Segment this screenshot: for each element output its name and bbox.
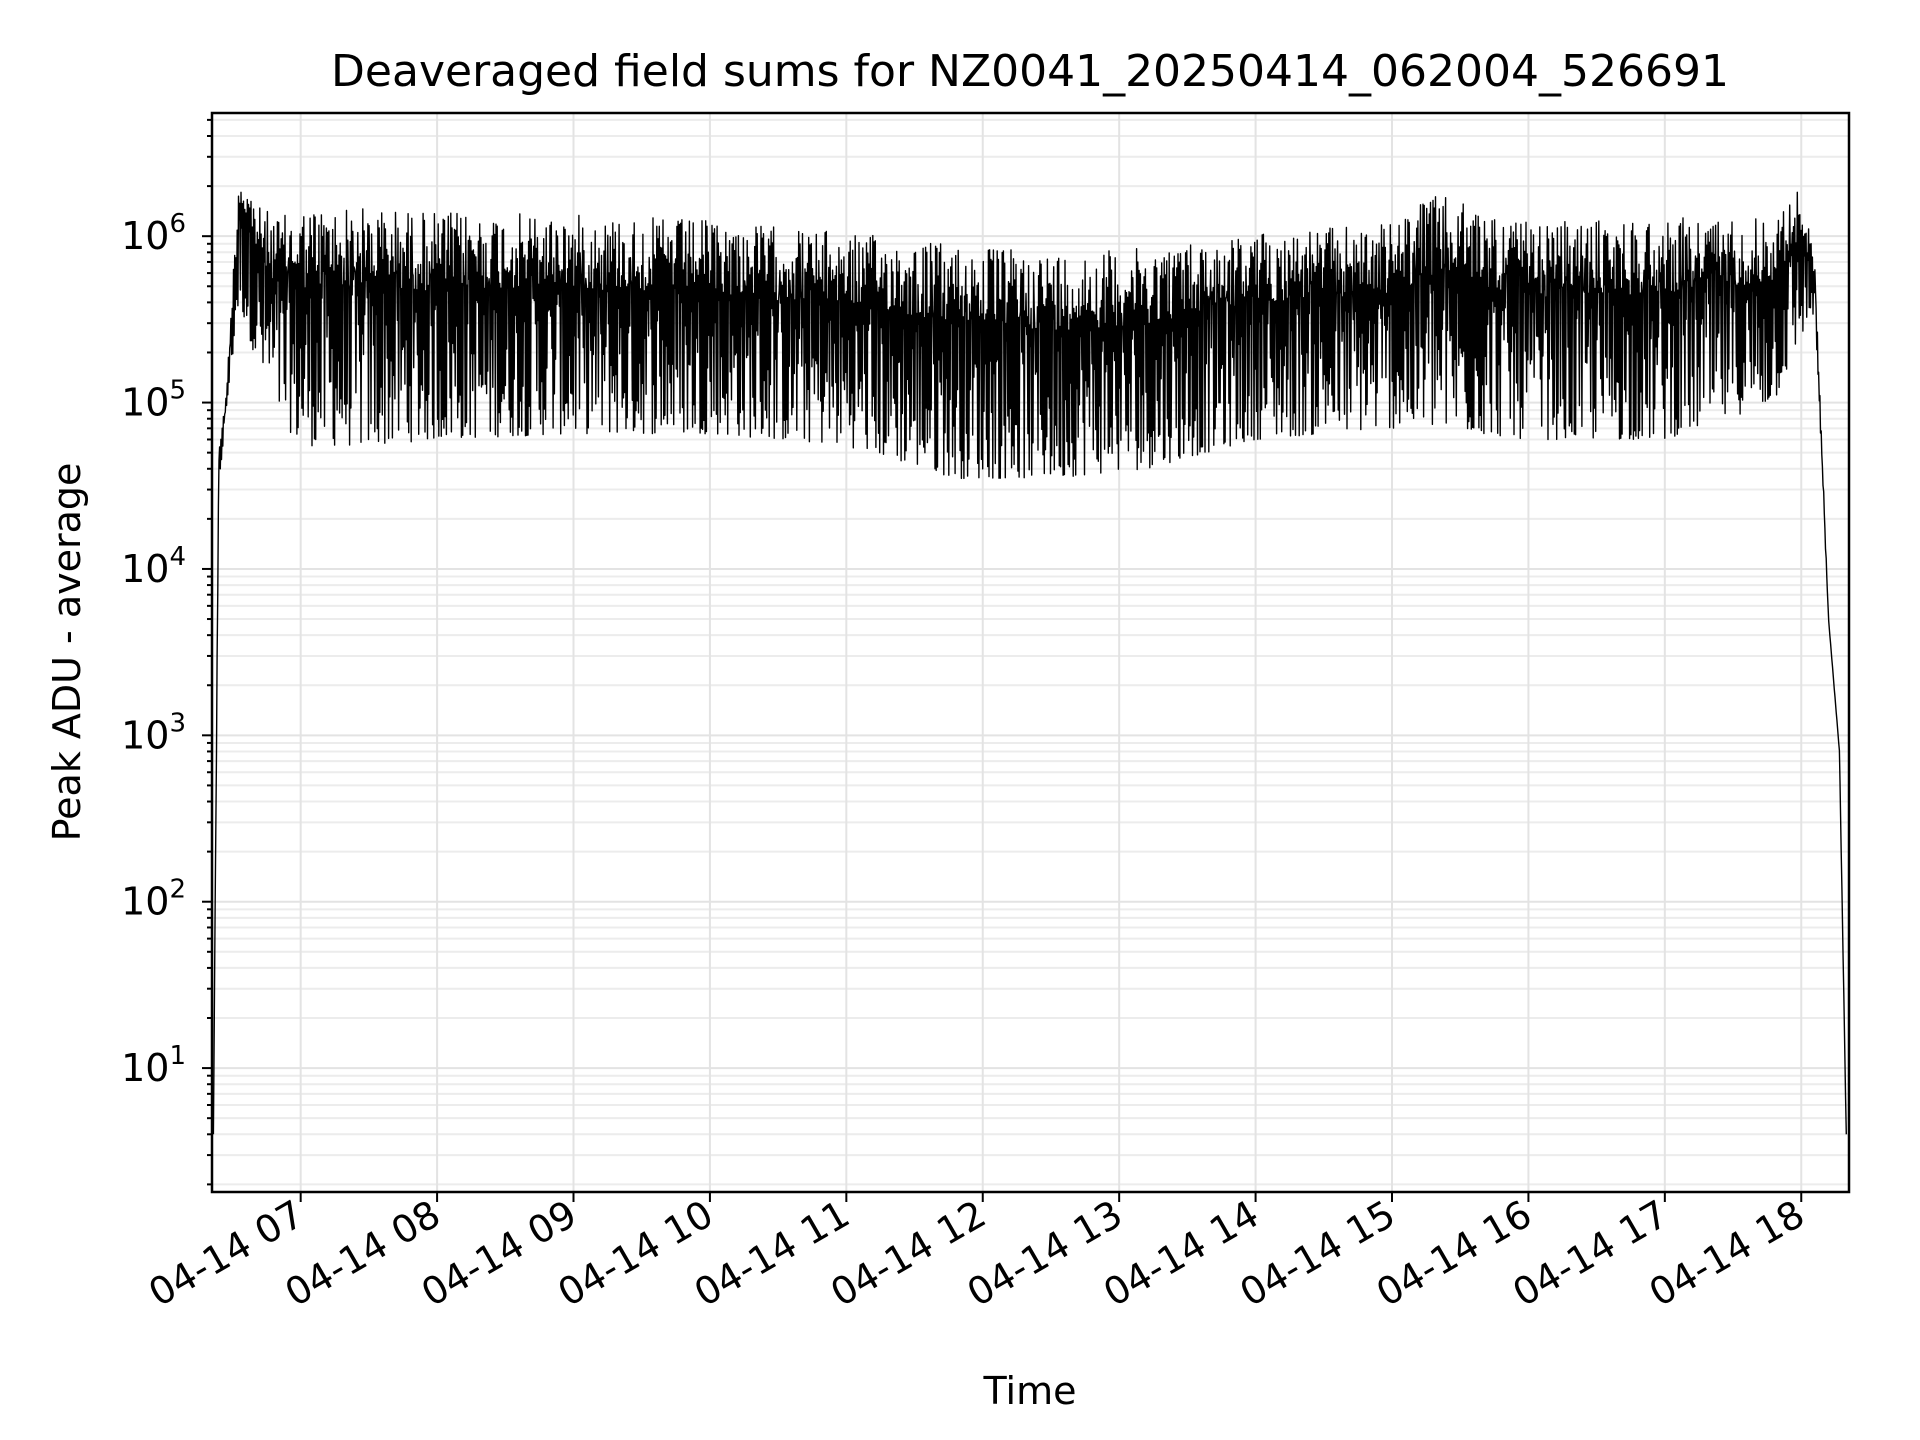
chart-title: Deaveraged field sums for NZ0041_2025041…	[331, 46, 1729, 97]
y-tick-base: 10	[121, 1046, 169, 1090]
x-tick-label: 04-14 16	[1369, 1192, 1539, 1316]
y-tick-label: 103	[121, 708, 186, 757]
y-tick-exponent: 5	[169, 376, 186, 406]
x-tick-label: 04-14 18	[1642, 1192, 1812, 1316]
y-tick-label: 104	[121, 542, 186, 591]
plot-frame	[210, 111, 1851, 1194]
y-tick-base: 10	[121, 214, 169, 258]
y-tick-base: 10	[121, 713, 169, 757]
y-tick-label: 105	[121, 376, 186, 425]
y-tick-exponent: 1	[169, 1041, 186, 1071]
y-tick-base: 10	[121, 381, 169, 425]
x-tick-label: 04-14 07	[141, 1192, 311, 1316]
x-tick-label: 04-14 09	[414, 1192, 584, 1316]
y-tick-exponent: 3	[169, 708, 186, 738]
x-tick-label: 04-14 08	[278, 1192, 448, 1316]
x-axis-label: Time	[983, 1369, 1077, 1413]
y-tick-exponent: 6	[169, 209, 186, 239]
x-tick-label: 04-14 15	[1233, 1192, 1403, 1316]
series-group	[212, 191, 1847, 1135]
x-tick-label: 04-14 14	[1096, 1192, 1266, 1316]
y-tick-base: 10	[121, 547, 169, 591]
x-tick-label: 04-14 13	[960, 1192, 1130, 1316]
x-tick-label: 04-14 10	[550, 1192, 720, 1316]
x-tick-label: 04-14 11	[687, 1192, 857, 1316]
x-tick-label: 04-14 12	[823, 1192, 993, 1316]
series-line-deaveraged-field-sum	[212, 191, 1847, 1135]
y-tick-base: 10	[121, 880, 169, 924]
y-tick-label: 102	[121, 875, 186, 924]
y-tick-label: 106	[121, 209, 186, 258]
y-axis-label: Peak ADU - average	[45, 463, 89, 842]
y-tick-exponent: 2	[169, 875, 186, 905]
y-tick-label: 101	[121, 1041, 186, 1090]
x-tick-label: 04-14 17	[1505, 1192, 1675, 1316]
y-tick-exponent: 4	[169, 542, 186, 572]
